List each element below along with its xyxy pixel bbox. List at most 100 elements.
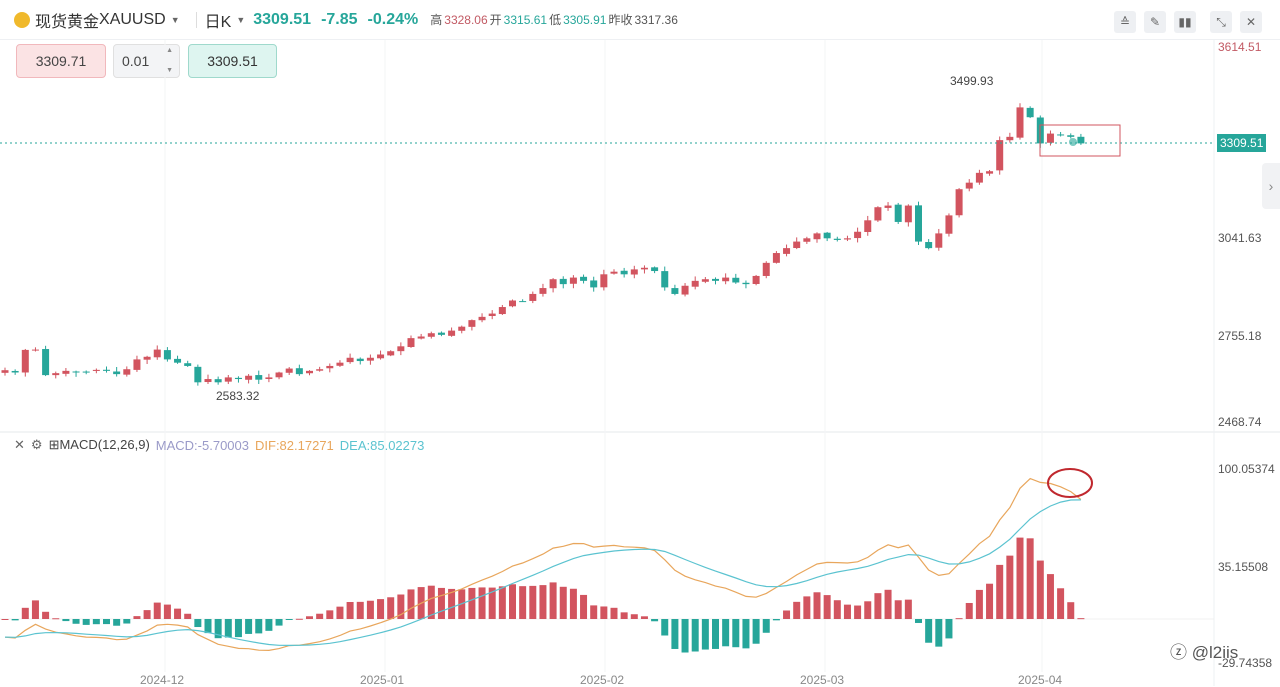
candle-up	[529, 293, 537, 301]
candle-up	[803, 238, 811, 242]
macd-histogram-bar	[793, 601, 801, 619]
macd-histogram-bar	[823, 595, 831, 619]
candle-up	[610, 271, 618, 274]
price-change-pct: -0.24%	[367, 10, 419, 28]
candle-up	[874, 207, 882, 221]
high-value: 3328.06	[444, 12, 488, 27]
macd-histogram-bar	[62, 619, 70, 622]
macd-histogram-bar	[620, 612, 628, 619]
candle-down	[590, 280, 598, 288]
candle-down	[712, 278, 719, 281]
candle-up	[31, 349, 39, 351]
candle-down	[437, 332, 445, 335]
candle-down	[184, 363, 192, 366]
candle-up	[366, 357, 374, 361]
quantity-stepper[interactable]: 0.01 ▲ ▼	[113, 44, 180, 78]
macd-histogram-bar	[153, 602, 161, 619]
macd-histogram-bar	[813, 592, 821, 619]
macd-histogram-bar	[377, 599, 385, 619]
candle-up	[600, 274, 608, 288]
macd-histogram-bar	[762, 619, 770, 633]
macd-histogram-bar	[306, 616, 313, 619]
candle-down	[671, 288, 679, 294]
expand-panel-button[interactable]: ›	[1262, 163, 1280, 209]
macd-histogram-bar	[31, 600, 39, 619]
period-select[interactable]: 日K	[204, 13, 232, 31]
buy-button[interactable]: 3309.51	[188, 44, 277, 78]
collapse-icon[interactable]: ⤡	[1210, 11, 1232, 33]
macd-histogram-bar	[752, 619, 760, 644]
candle-up	[326, 365, 334, 369]
macd-histogram-bar	[265, 619, 273, 631]
macd-histogram-bar	[1077, 618, 1085, 620]
macd-histogram-bar	[488, 587, 496, 619]
macd-histogram-bar	[326, 610, 334, 619]
macd-histogram-bar	[925, 619, 933, 643]
macd-histogram-bar	[387, 597, 395, 619]
candle-down	[72, 371, 80, 373]
macd-axis-label: 35.15508	[1218, 560, 1269, 574]
macd-histogram-bar	[529, 585, 537, 619]
candle-type-icon[interactable]: ▮▮	[1174, 11, 1196, 33]
macd-histogram-bar	[904, 599, 912, 619]
settings-icon[interactable]: ⚙	[30, 437, 43, 452]
candle-up	[935, 233, 943, 248]
candle-up	[153, 349, 161, 358]
macd-histogram-bar	[681, 619, 689, 653]
open-label: 开	[489, 13, 502, 27]
candle-down	[559, 278, 567, 285]
candle-up	[275, 372, 283, 378]
close-icon[interactable]: ✕	[1240, 11, 1262, 33]
indicator-icon[interactable]: ≙	[1114, 11, 1136, 33]
macd-histogram-bar	[82, 619, 90, 625]
watermark: ⓩ @l2iis	[1170, 643, 1239, 662]
macd-histogram-bar	[103, 619, 110, 625]
candle-down	[1036, 117, 1044, 144]
macd-histogram-bar	[133, 616, 141, 619]
macd-histogram-bar	[975, 589, 983, 619]
candle-up	[752, 275, 760, 284]
macd-histogram-bar	[610, 607, 618, 619]
macd-histogram-bar	[11, 619, 19, 621]
low-annotation: 2583.32	[216, 389, 260, 403]
candle-up	[468, 320, 476, 327]
candle-down	[742, 282, 750, 285]
macd-histogram-bar	[1057, 588, 1065, 619]
candle-up	[904, 205, 912, 223]
candle-up	[722, 277, 730, 282]
macd-histogram-bar	[194, 619, 202, 628]
period-dropdown-icon[interactable]: ▼	[236, 14, 246, 25]
candle-up	[640, 267, 648, 270]
macd-histogram-bar	[894, 600, 902, 619]
symbol-dropdown-icon[interactable]: ▼	[170, 14, 180, 25]
macd-histogram-bar	[509, 584, 516, 619]
candle-down	[1077, 136, 1085, 144]
macd-histogram-bar	[722, 619, 730, 647]
macd-histogram-bar	[691, 619, 699, 652]
candle-up	[1016, 107, 1024, 138]
macd-histogram-bar	[1026, 538, 1034, 619]
candle-up	[306, 370, 313, 374]
candle-down	[651, 267, 659, 272]
sell-button[interactable]: 3309.71	[16, 44, 106, 78]
macd-histogram-bar	[427, 585, 435, 619]
candle-down	[42, 349, 50, 376]
macd-histogram-bar	[864, 601, 872, 619]
symbol-name[interactable]: 现货黄金	[35, 13, 100, 31]
candle-up	[478, 316, 486, 321]
macd-histogram-bar	[701, 619, 709, 650]
macd-value: MACD:-5.70003	[155, 437, 249, 453]
candle-down	[255, 375, 263, 380]
symbol-code[interactable]: XAUUSD	[99, 10, 166, 28]
stepper-arrows-icon[interactable]: ▲ ▼	[166, 47, 173, 74]
prev-close-value: 3317.36	[634, 12, 678, 27]
candle-up	[691, 280, 699, 287]
close-indicator-icon[interactable]: ✕	[14, 437, 25, 452]
macd-title: ⊞MACD(12,26,9)	[48, 437, 150, 452]
candle-up	[224, 377, 232, 382]
draw-icon[interactable]: ✎	[1144, 11, 1166, 33]
candle-down	[925, 242, 933, 249]
macd-histogram-bar	[661, 619, 669, 636]
macd-histogram-bar	[113, 619, 121, 626]
